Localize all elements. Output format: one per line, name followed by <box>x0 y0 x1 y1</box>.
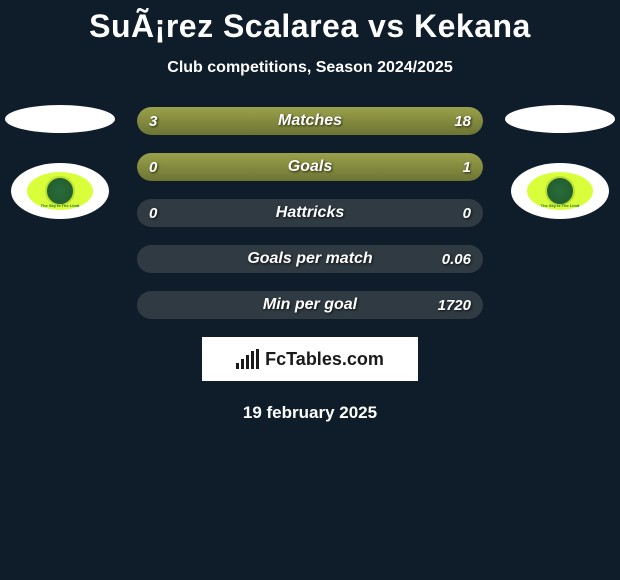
crest-tagline-left: The Sky Is The Limit <box>41 203 80 208</box>
stat-label: Goals <box>288 158 332 176</box>
player-left-oval <box>5 105 115 133</box>
stat-row: 3 Matches 18 <box>137 107 483 135</box>
bar-fill-left <box>137 107 185 135</box>
subtitle: Club competitions, Season 2024/2025 <box>0 59 620 77</box>
stat-label: Matches <box>278 112 342 130</box>
comparison-panel: The Sky Is The Limit The Sky Is The Limi… <box>0 107 620 319</box>
club-crest-left: The Sky Is The Limit <box>11 163 109 219</box>
stat-value-right: 18 <box>454 113 471 130</box>
stat-value-right: 0 <box>463 205 471 222</box>
stat-label: Min per goal <box>263 296 357 314</box>
stat-value-right: 0.06 <box>442 251 471 268</box>
chart-icon <box>236 349 259 369</box>
brand-text: FcTables.com <box>265 349 384 370</box>
club-crest-right: The Sky Is The Limit <box>511 163 609 219</box>
stat-value-left: 0 <box>149 205 157 222</box>
stat-row: 0 Hattricks 0 <box>137 199 483 227</box>
player-right-badges: The Sky Is The Limit <box>500 107 620 219</box>
crest-tagline-right: The Sky Is The Limit <box>541 203 580 208</box>
stat-value-left: 3 <box>149 113 157 130</box>
stat-row: Min per goal 1720 <box>137 291 483 319</box>
stat-value-left: 0 <box>149 159 157 176</box>
player-left-badges: The Sky Is The Limit <box>0 107 120 219</box>
brand-logo: FcTables.com <box>202 337 418 381</box>
stat-bars: 3 Matches 18 0 Goals 1 0 Hattricks 0 Goals per ma… <box>137 107 483 319</box>
stat-value-right: 1720 <box>438 297 471 314</box>
stat-label: Goals per match <box>247 250 372 268</box>
stat-label: Hattricks <box>276 204 344 222</box>
player-right-oval <box>505 105 615 133</box>
date-label: 19 february 2025 <box>0 403 620 423</box>
stat-row: 0 Goals 1 <box>137 153 483 181</box>
stat-row: Goals per match 0.06 <box>137 245 483 273</box>
page-title: SuÃ¡rez Scalarea vs Kekana <box>0 0 620 45</box>
stat-value-right: 1 <box>463 159 471 176</box>
